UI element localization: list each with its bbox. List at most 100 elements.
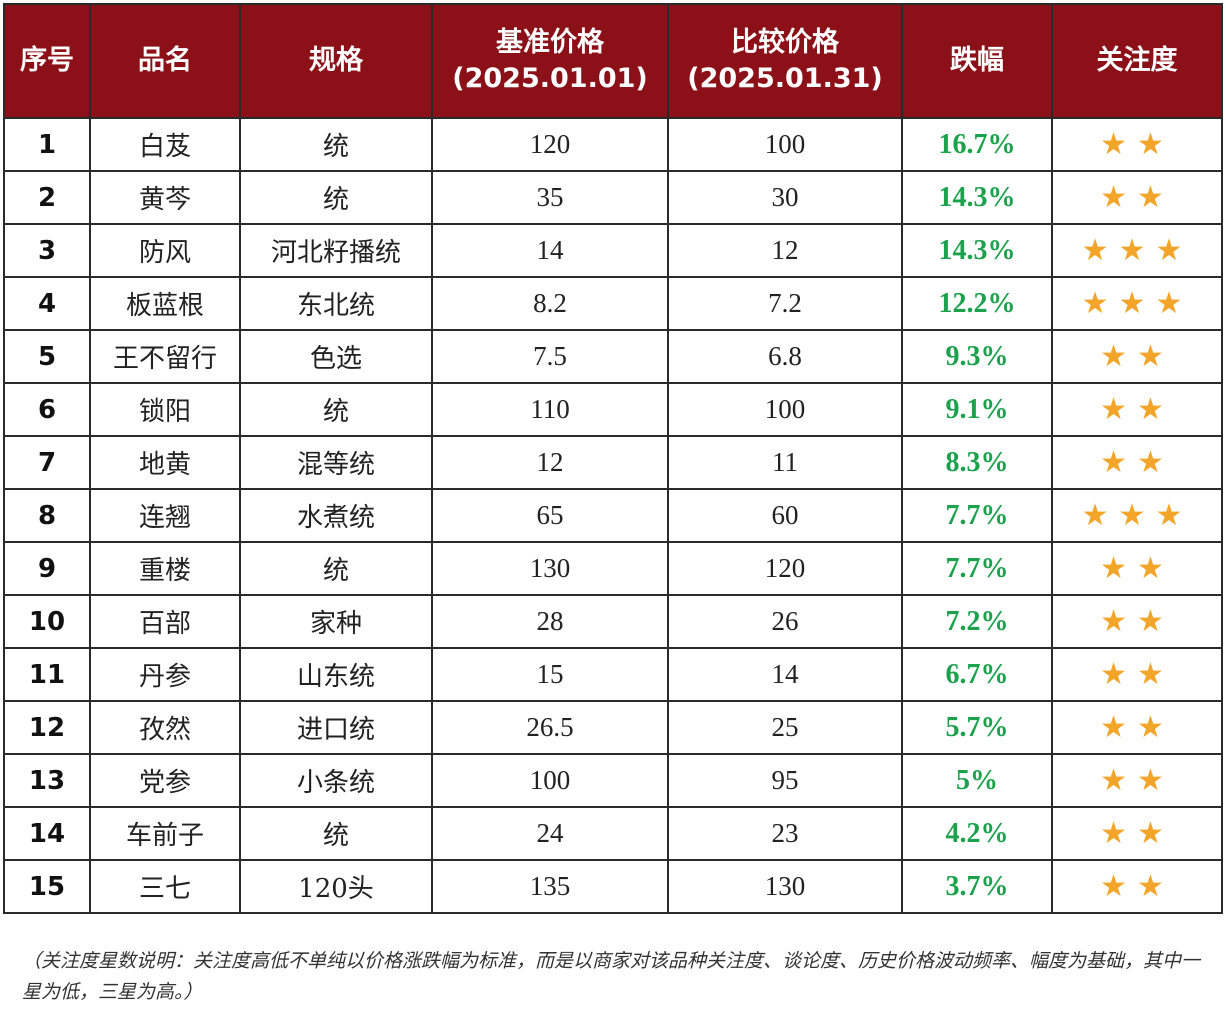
row-attention-stars: ★★ bbox=[1051, 594, 1223, 649]
row-compare-price: 23 bbox=[667, 806, 903, 861]
row-attention-stars: ★★ bbox=[1051, 647, 1223, 702]
row-name: 丹参 bbox=[89, 647, 241, 702]
row-name: 锁阳 bbox=[89, 382, 241, 437]
table-row: 13 党参 小条统 100 95 5% ★★ bbox=[3, 753, 1223, 808]
row-index: 4 bbox=[3, 276, 91, 331]
row-name: 白芨 bbox=[89, 117, 241, 172]
row-attention-stars: ★★ bbox=[1051, 700, 1223, 755]
attention-note: （关注度星数说明：关注度高低不单纯以价格涨跌幅为标准，而是以商家对该品种关注度、… bbox=[22, 950, 1201, 1003]
row-drop: 7.7% bbox=[901, 541, 1053, 596]
row-spec: 色选 bbox=[239, 329, 433, 384]
row-attention-stars: ★★★ bbox=[1051, 276, 1223, 331]
row-spec: 河北籽播统 bbox=[239, 223, 433, 278]
row-compare-price: 26 bbox=[667, 594, 903, 649]
row-attention-stars: ★★ bbox=[1051, 382, 1223, 437]
row-base-price: 8.2 bbox=[431, 276, 669, 331]
row-index: 12 bbox=[3, 700, 91, 755]
row-index: 1 bbox=[3, 117, 91, 172]
row-name: 重楼 bbox=[89, 541, 241, 596]
header-attention: 关注度 bbox=[1051, 3, 1223, 119]
row-index: 15 bbox=[3, 859, 91, 914]
row-compare-price: 100 bbox=[667, 117, 903, 172]
row-attention-stars: ★★★ bbox=[1051, 223, 1223, 278]
row-name: 百部 bbox=[89, 594, 241, 649]
row-name: 三七 bbox=[89, 859, 241, 914]
row-index: 14 bbox=[3, 806, 91, 861]
row-attention-stars: ★★ bbox=[1051, 329, 1223, 384]
row-base-price: 12 bbox=[431, 435, 669, 490]
row-spec: 进口统 bbox=[239, 700, 433, 755]
row-compare-price: 14 bbox=[667, 647, 903, 702]
header-base-price-title: 基准价格 bbox=[496, 27, 604, 58]
row-spec: 统 bbox=[239, 541, 433, 596]
header-compare-price-date: (2025.01.31) bbox=[687, 63, 883, 94]
header-name: 品名 bbox=[89, 3, 241, 119]
row-drop: 5% bbox=[901, 753, 1053, 808]
table-row: 4 板蓝根 东北统 8.2 7.2 12.2% ★★★ bbox=[3, 276, 1223, 331]
table-body: 1 白芨统 120 100 16.7% ★★ 2 黄芩统 35 30 14.3% ★★ 3 防风 河北籽播统… bbox=[3, 117, 1223, 914]
row-base-price: 26.5 bbox=[431, 700, 669, 755]
row-index: 8 bbox=[3, 488, 91, 543]
row-drop: 16.7% bbox=[901, 117, 1053, 172]
row-spec: 统 bbox=[239, 170, 433, 225]
row-drop: 3.7% bbox=[901, 859, 1053, 914]
row-drop: 7.2% bbox=[901, 594, 1053, 649]
row-attention-stars: ★★ bbox=[1051, 435, 1223, 490]
row-base-price: 28 bbox=[431, 594, 669, 649]
row-base-price: 15 bbox=[431, 647, 669, 702]
row-spec: 山东统 bbox=[239, 647, 433, 702]
row-index: 11 bbox=[3, 647, 91, 702]
row-index: 3 bbox=[3, 223, 91, 278]
table-row: 14 车前子统 24 23 4.2% ★★ bbox=[3, 806, 1223, 861]
row-spec: 统 bbox=[239, 117, 433, 172]
header-base-price-date: (2025.01.01) bbox=[452, 63, 648, 94]
row-name: 板蓝根 bbox=[89, 276, 241, 331]
row-attention-stars: ★★ bbox=[1051, 170, 1223, 225]
row-name: 孜然 bbox=[89, 700, 241, 755]
row-index: 5 bbox=[3, 329, 91, 384]
row-base-price: 14 bbox=[431, 223, 669, 278]
table-row: 2 黄芩统 35 30 14.3% ★★ bbox=[3, 170, 1223, 225]
table-row: 15 三七 120头 135 130 3.7% ★★ bbox=[3, 859, 1223, 914]
table-row: 7 地黄 混等统 12 11 8.3% ★★ bbox=[3, 435, 1223, 490]
header-spec: 规格 bbox=[239, 3, 433, 119]
row-index: 7 bbox=[3, 435, 91, 490]
row-drop: 4.2% bbox=[901, 806, 1053, 861]
row-spec: 小条统 bbox=[239, 753, 433, 808]
row-name: 连翘 bbox=[89, 488, 241, 543]
table-row: 5 王不留行 色选 7.5 6.8 9.3% ★★ bbox=[3, 329, 1223, 384]
row-name: 党参 bbox=[89, 753, 241, 808]
row-compare-price: 25 bbox=[667, 700, 903, 755]
row-compare-price: 100 bbox=[667, 382, 903, 437]
row-drop: 8.3% bbox=[901, 435, 1053, 490]
row-compare-price: 60 bbox=[667, 488, 903, 543]
row-spec: 水煮统 bbox=[239, 488, 433, 543]
row-compare-price: 12 bbox=[667, 223, 903, 278]
row-drop: 9.3% bbox=[901, 329, 1053, 384]
table-row: 1 白芨统 120 100 16.7% ★★ bbox=[3, 117, 1223, 172]
row-attention-stars: ★★ bbox=[1051, 753, 1223, 808]
row-compare-price: 95 bbox=[667, 753, 903, 808]
header-index: 序号 bbox=[3, 3, 91, 119]
row-drop: 7.7% bbox=[901, 488, 1053, 543]
table-row: 9 重楼统 130 120 7.7% ★★ bbox=[3, 541, 1223, 596]
table-row: 8 连翘 水煮统 65 60 7.7% ★★★ bbox=[3, 488, 1223, 543]
row-drop: 14.3% bbox=[901, 223, 1053, 278]
table-header-row: 序号 品名 规格 基准价格 (2025.01.01) 比较价格 (2025.01… bbox=[3, 3, 1223, 119]
row-spec: 120头 bbox=[239, 859, 433, 914]
row-index: 6 bbox=[3, 382, 91, 437]
row-attention-stars: ★★ bbox=[1051, 806, 1223, 861]
row-name: 车前子 bbox=[89, 806, 241, 861]
row-base-price: 100 bbox=[431, 753, 669, 808]
row-name: 防风 bbox=[89, 223, 241, 278]
table-row: 12 孜然 进口统 26.5 25 5.7% ★★ bbox=[3, 700, 1223, 755]
price-drop-table: 序号 品名 规格 基准价格 (2025.01.01) 比较价格 (2025.01… bbox=[3, 3, 1223, 914]
row-base-price: 120 bbox=[431, 117, 669, 172]
row-index: 13 bbox=[3, 753, 91, 808]
row-index: 9 bbox=[3, 541, 91, 596]
row-spec: 混等统 bbox=[239, 435, 433, 490]
row-spec: 家种 bbox=[239, 594, 433, 649]
row-drop: 6.7% bbox=[901, 647, 1053, 702]
row-base-price: 35 bbox=[431, 170, 669, 225]
row-spec: 东北统 bbox=[239, 276, 433, 331]
